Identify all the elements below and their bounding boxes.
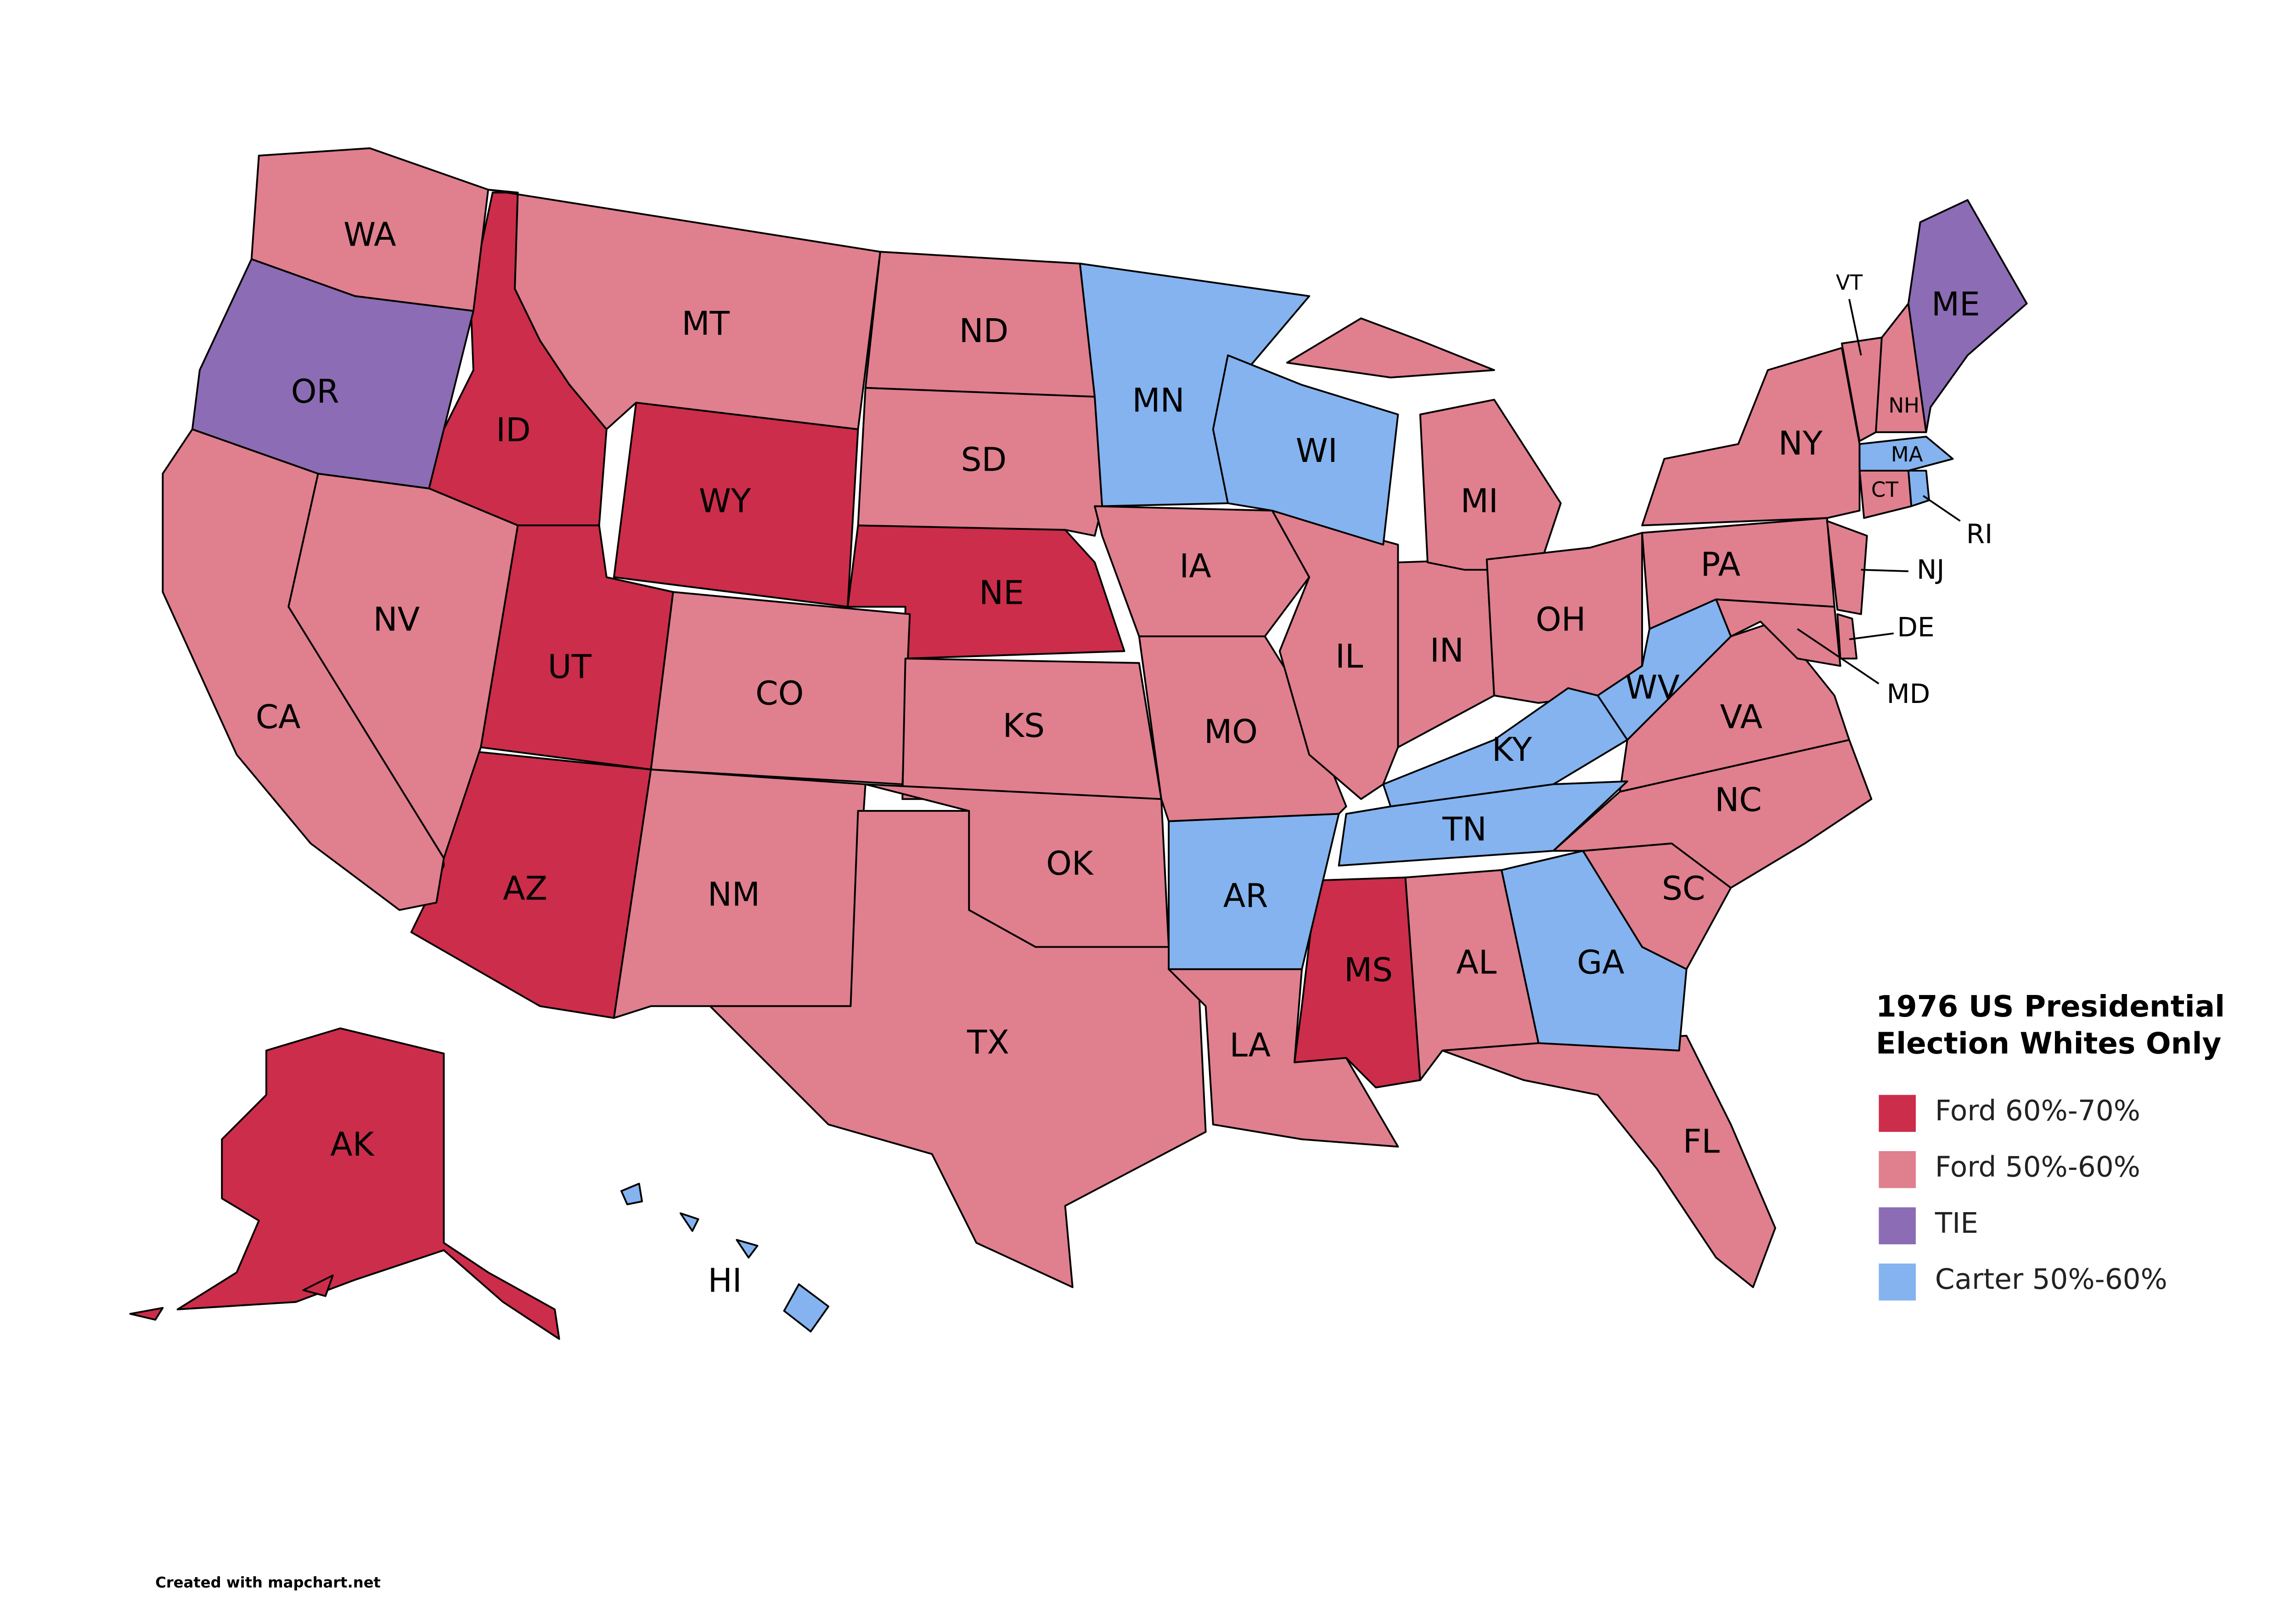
state-label: IL — [1335, 637, 1363, 675]
state-label: RI — [1966, 518, 1992, 550]
state — [736, 1239, 759, 1259]
state-label: MD — [1887, 678, 1930, 709]
state-label: WI — [1296, 432, 1338, 470]
leader-line — [1923, 495, 1961, 522]
state-label: AZ — [503, 870, 547, 908]
state-label: MS — [1344, 951, 1393, 989]
state-label: SD — [961, 440, 1007, 478]
state — [1168, 968, 1399, 1148]
state-label: OH — [1536, 600, 1586, 638]
state-label: IN — [1430, 631, 1464, 669]
legend-title: 1976 US Presidential Election Whites Onl… — [1876, 988, 2225, 1061]
legend-swatch — [1879, 1207, 1916, 1245]
legend-label: TIE — [1935, 1207, 1978, 1240]
state-label: NH — [1888, 393, 1919, 418]
state-label: MA — [1891, 442, 1923, 466]
state-label: NY — [1778, 424, 1823, 462]
state-label: WV — [1625, 668, 1680, 706]
state — [620, 1183, 643, 1206]
state-label: NE — [979, 573, 1024, 612]
state — [1168, 813, 1340, 970]
legend: Ford 60%-70% Ford 50%-60% TIE Carter 50%-60… — [1879, 1095, 2167, 1301]
legend-swatch — [1879, 1151, 1916, 1188]
state-label: SC — [1662, 870, 1705, 908]
state-label: MT — [682, 304, 730, 343]
leader-line — [1861, 569, 1908, 573]
state — [1286, 317, 1495, 379]
state — [847, 524, 1125, 660]
state-label: LA — [1230, 1026, 1271, 1064]
state-label: PA — [1700, 545, 1740, 584]
legend-label: Ford 50%-60% — [1935, 1151, 2140, 1183]
state-label: AR — [1223, 877, 1268, 915]
state-label: TN — [1442, 810, 1486, 848]
state — [129, 1307, 164, 1321]
state — [1907, 199, 2028, 433]
state-label: NV — [373, 600, 420, 638]
legend-title-box: 1976 US Presidential Election Whites Onl… — [1876, 988, 2225, 1061]
state — [1907, 470, 1930, 507]
state — [1836, 613, 1858, 660]
legend-label: Ford 60%-70% — [1935, 1095, 2140, 1127]
state-label: OR — [291, 372, 339, 410]
state-label: UT — [548, 647, 592, 686]
state — [1138, 635, 1347, 822]
state-label: AL — [1456, 944, 1497, 982]
states — [129, 147, 2028, 1340]
state — [1441, 1034, 1776, 1288]
state-label: WA — [343, 216, 396, 254]
state — [1826, 520, 1868, 615]
state — [1641, 347, 1861, 527]
state — [1338, 780, 1628, 867]
state-label: DE — [1897, 612, 1934, 643]
legend-label: Carter 50%-60% — [1935, 1263, 2167, 1296]
state-label: HI — [708, 1261, 742, 1299]
state-label: WY — [699, 482, 751, 520]
leader-line — [1848, 299, 1862, 356]
state-label: NM — [708, 875, 760, 913]
leader-line — [1849, 632, 1894, 641]
state-label: MN — [1132, 381, 1184, 419]
state-label: TX — [967, 1023, 1009, 1062]
state — [162, 428, 445, 911]
state-labels: ID WY UT NE AZ MS AK WA MT ND SD NV CA CO KS NM OK TX IA MO… — [256, 216, 1993, 1300]
state — [1597, 598, 1732, 741]
state-label: CT — [1871, 478, 1898, 502]
state — [191, 258, 474, 489]
state-label: ND — [959, 312, 1009, 350]
state — [302, 1274, 334, 1297]
state-label: OK — [1046, 844, 1094, 882]
state-label: ME — [1931, 285, 1980, 323]
state-label: AK — [330, 1125, 374, 1163]
state-label: KY — [1492, 730, 1532, 769]
state — [176, 1027, 560, 1340]
state — [680, 1212, 699, 1232]
footer: Created with mapchart.net — [155, 1573, 381, 1591]
state — [487, 189, 881, 430]
state — [1858, 436, 1954, 472]
state — [783, 1283, 830, 1333]
state-label: VA — [1720, 698, 1762, 736]
leader-line — [1797, 628, 1880, 685]
state — [709, 810, 1207, 1288]
state-label: FL — [1683, 1123, 1720, 1161]
legend-swatch — [1879, 1095, 1916, 1132]
state-label: ID — [496, 411, 530, 449]
state-label: CO — [755, 674, 804, 712]
state-label: NJ — [1917, 554, 1944, 585]
state-label: VT — [1836, 270, 1863, 295]
state-label: IA — [1179, 547, 1211, 585]
state — [1212, 354, 1399, 546]
state-label: CA — [256, 698, 301, 736]
state-label: MI — [1461, 482, 1498, 520]
state — [1501, 850, 1688, 1051]
state-label: KS — [1003, 707, 1045, 745]
state-label: NC — [1715, 781, 1761, 819]
state-label: GA — [1577, 944, 1624, 982]
legend-swatch — [1879, 1263, 1916, 1301]
state-label: MO — [1204, 713, 1258, 751]
